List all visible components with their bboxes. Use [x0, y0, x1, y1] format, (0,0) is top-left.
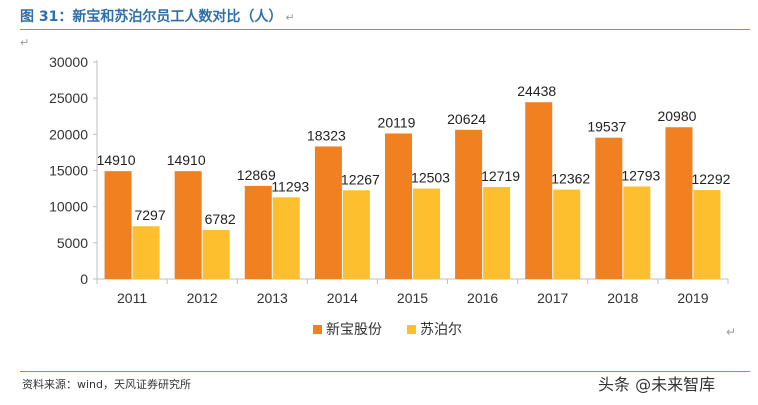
y-tick-label: 10000 [49, 199, 88, 215]
watermark: 头条 @未来智库 [598, 375, 716, 394]
x-tick-label: 2015 [397, 290, 428, 306]
data-label: 20119 [378, 114, 416, 130]
bar-xinbao [455, 129, 483, 279]
data-label: 6782 [205, 211, 236, 227]
bar-supor [132, 226, 160, 279]
data-label: 11293 [271, 178, 309, 194]
paragraph-mark-icon: ↵ [285, 12, 295, 24]
bar-supor [272, 197, 300, 279]
data-label: 12267 [341, 171, 380, 187]
legend-label: 苏泊尔 [420, 322, 462, 338]
figure-header: 图 31：新宝和苏泊尔员工人数对比（人） ↵ [20, 6, 738, 30]
legend-label: 新宝股份 [326, 322, 382, 338]
y-tick-label: 15000 [49, 163, 88, 179]
bar-xinbao [525, 102, 553, 279]
x-tick-label: 2014 [327, 290, 358, 306]
bar-xinbao [314, 146, 342, 279]
legend-swatch [313, 325, 322, 334]
data-label: 12793 [621, 167, 660, 183]
bar-supor [623, 186, 651, 279]
bar-supor [483, 186, 511, 279]
data-label: 20624 [447, 111, 486, 127]
y-tick-label: 5000 [57, 235, 88, 251]
x-tick-label: 2017 [537, 290, 568, 306]
data-label: 12869 [237, 167, 276, 183]
paragraph-mark-icon: ↵ [726, 325, 737, 339]
y-tick-label: 20000 [49, 126, 88, 142]
top-rule [20, 29, 750, 30]
x-tick-label: 2011 [117, 290, 147, 306]
data-label: 24438 [517, 83, 556, 99]
bar-supor [413, 188, 440, 279]
bar-supor [342, 190, 370, 279]
data-label: 12292 [691, 171, 730, 187]
data-label: 12362 [551, 171, 590, 187]
y-tick-label: 30000 [49, 54, 88, 70]
bar-supor [202, 229, 230, 279]
data-label: 20980 [657, 108, 696, 124]
x-tick-label: 2012 [187, 290, 218, 306]
x-tick-label: 2013 [257, 290, 288, 306]
bar-xinbao [244, 185, 272, 279]
data-label: 12719 [481, 168, 520, 184]
x-tick-label: 2019 [677, 290, 708, 306]
bottom-rule [20, 371, 750, 372]
bar-xinbao [104, 171, 132, 279]
paragraph-mark-icon: ↵ [20, 37, 30, 49]
y-tick-label: 0 [80, 271, 88, 287]
data-label: 12503 [411, 170, 450, 186]
data-label: 14910 [97, 152, 136, 168]
y-tick-label: 25000 [49, 90, 88, 106]
data-label: 7297 [134, 207, 165, 223]
x-tick-label: 2018 [607, 290, 638, 306]
figure-title: 图 31：新宝和苏泊尔员工人数对比（人） [20, 9, 283, 25]
bar-supor [693, 190, 721, 279]
bar-supor [553, 189, 581, 279]
legend-swatch [407, 325, 416, 334]
data-label: 18323 [307, 127, 346, 143]
bar-xinbao [595, 137, 623, 279]
x-tick-label: 2016 [467, 290, 498, 306]
data-label: 19537 [587, 119, 626, 135]
source-note: 资料来源：wind，天风证券研究所 [22, 378, 192, 391]
bar-xinbao [385, 133, 412, 279]
bar-xinbao [174, 171, 202, 279]
data-label: 14910 [167, 152, 206, 168]
bar-xinbao [665, 127, 693, 280]
